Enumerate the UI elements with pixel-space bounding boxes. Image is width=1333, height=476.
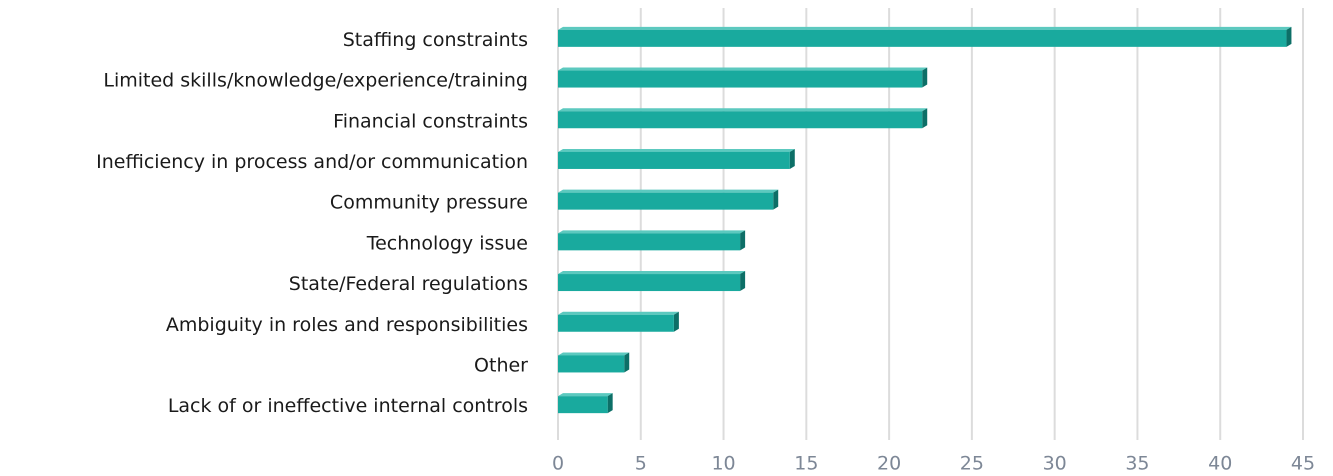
bar-side <box>1286 26 1292 47</box>
bar <box>558 111 923 129</box>
bar-side <box>624 352 630 373</box>
bar-top <box>558 311 679 315</box>
bar-top <box>558 108 928 112</box>
y-tick-label: Technology issue <box>366 232 528 254</box>
bar-top <box>558 352 630 356</box>
y-tick-label: Inefficiency in process and/or communica… <box>96 151 528 173</box>
bar-top <box>558 189 779 193</box>
bar-top <box>558 230 746 234</box>
y-tick-label: Limited skills/knowledge/experience/trai… <box>103 70 528 92</box>
bar-top <box>558 67 928 71</box>
x-tick-label: 0 <box>552 453 564 475</box>
bar-side <box>740 230 746 251</box>
y-tick-label: State/Federal regulations <box>289 273 528 295</box>
y-tick-label: Community pressure <box>330 192 528 214</box>
bar-side <box>789 148 795 169</box>
x-tick-label: 25 <box>960 453 984 475</box>
bar-top <box>558 393 613 397</box>
bar-side <box>773 189 779 210</box>
bar <box>558 396 608 414</box>
x-tick-label: 15 <box>794 453 818 475</box>
x-tick-label: 10 <box>711 453 735 475</box>
bar <box>558 70 923 88</box>
bar <box>558 192 774 210</box>
x-tick-label: 35 <box>1125 453 1149 475</box>
y-tick-label: Staffing constraints <box>343 29 528 51</box>
x-tick-label: 30 <box>1043 453 1067 475</box>
bar <box>558 314 674 332</box>
y-tick-label: Ambiguity in roles and responsibilities <box>166 314 528 336</box>
bar-side <box>607 393 613 414</box>
bar <box>558 233 741 251</box>
y-tick-label: Financial constraints <box>333 110 528 132</box>
bar <box>558 274 741 292</box>
bar-side <box>673 311 679 332</box>
bar <box>558 151 790 169</box>
bar-top <box>558 26 1292 30</box>
bar-top <box>558 271 746 275</box>
x-tick-label: 20 <box>877 453 901 475</box>
x-tick-label: 40 <box>1208 453 1232 475</box>
bar <box>558 355 625 373</box>
x-tick-label: 45 <box>1291 453 1315 475</box>
bar <box>558 29 1287 47</box>
bar-side <box>922 67 928 88</box>
x-tick-label: 5 <box>635 453 647 475</box>
bar-side <box>740 271 746 292</box>
bar-side <box>922 108 928 129</box>
y-tick-label: Lack of or ineffective internal controls <box>168 395 528 417</box>
bar-top <box>558 148 795 152</box>
y-tick-label: Other <box>474 354 528 376</box>
